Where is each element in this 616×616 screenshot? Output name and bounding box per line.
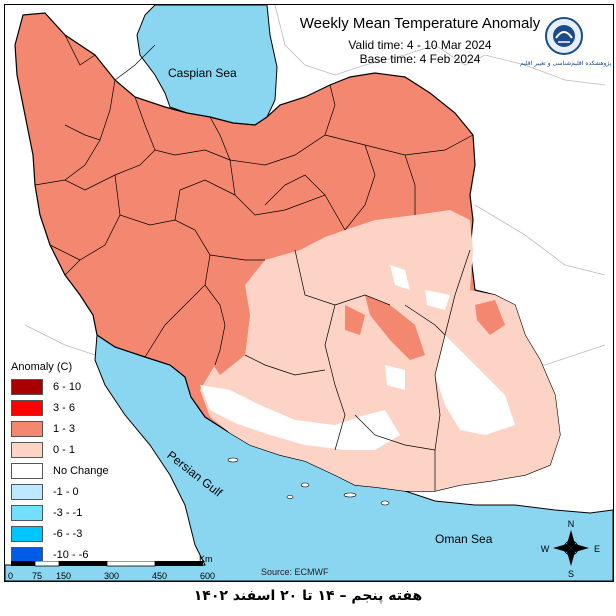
gulf-islands xyxy=(227,457,390,506)
legend: Anomaly (C) 6 - 10 3 - 6 1 - 3 0 - 1 No Chan… xyxy=(11,361,111,565)
legend-label: -10 - -6 xyxy=(53,548,89,561)
compass-e: E xyxy=(594,544,600,554)
iran-anomaly-map: N S E W xyxy=(5,5,613,581)
legend-item: 0 - 1 xyxy=(11,439,111,460)
legend-label: -1 - 0 xyxy=(53,485,79,498)
scale-tick-label: 600 xyxy=(200,571,216,581)
scale-tick-label: 450 xyxy=(152,571,168,581)
legend-item: -6 - -3 xyxy=(11,523,111,544)
oman-sea-label: Oman Sea xyxy=(435,532,493,546)
legend-items: 6 - 10 3 - 6 1 - 3 0 - 1 No Change -1 - 0 -3 -… xyxy=(11,376,111,565)
scale-bar xyxy=(11,561,203,567)
scale-tick-label: 75 xyxy=(32,571,43,581)
compass-s: S xyxy=(568,569,574,579)
valid-time: Valid time: 4 - 10 Mar 2024 xyxy=(348,38,492,52)
legend-swatch xyxy=(11,441,43,458)
legend-swatch xyxy=(11,399,43,416)
legend-swatch xyxy=(11,462,43,479)
no-change-zones xyxy=(200,265,515,450)
legend-swatch xyxy=(11,504,43,521)
legend-item: -3 - -1 xyxy=(11,502,111,523)
scale-tick-label: 0 xyxy=(8,571,14,581)
map-title: Weekly Mean Temperature Anomaly xyxy=(299,15,541,32)
legend-swatch xyxy=(11,420,43,437)
climate-institute-logo: پژوهشکده اقلیم‌شناسی و تغییر اقلیم xyxy=(520,14,612,74)
scale-tick-label: 300 xyxy=(104,571,120,581)
legend-title: Anomaly (C) xyxy=(11,361,73,373)
legend-item: 1 - 3 xyxy=(11,418,111,439)
legend-swatch xyxy=(11,378,43,395)
scale-tick-label: 150 xyxy=(56,571,72,581)
legend-label: 3 - 6 xyxy=(53,401,76,414)
logo-org-text: پژوهشکده اقلیم‌شناسی و تغییر اقلیم xyxy=(520,60,612,67)
legend-label: No Change xyxy=(53,464,109,477)
legend-label: 0 - 1 xyxy=(53,443,76,456)
anomaly-1-3-patches xyxy=(210,295,505,375)
compass-w: W xyxy=(541,544,550,554)
legend-label: -3 - -1 xyxy=(53,506,83,519)
legend-label: 1 - 3 xyxy=(53,422,76,435)
legend-item: 6 - 10 xyxy=(11,376,111,397)
legend-item: 3 - 6 xyxy=(11,397,111,418)
compass-n: N xyxy=(568,519,575,529)
source-credit: Source: ECMWF xyxy=(261,567,329,577)
compass-rose-icon: N S E W xyxy=(541,519,600,579)
legend-swatch xyxy=(11,483,43,500)
footer-persian-caption: هفته پنجم – ۱۴ تا ۲۰ اسفند ۱۴۰۲ xyxy=(193,588,423,604)
legend-label: -6 - -3 xyxy=(53,527,83,540)
caspian-sea-label: Caspian Sea xyxy=(168,66,237,80)
legend-item: -1 - 0 xyxy=(11,481,111,502)
province-borders xyxy=(34,34,474,491)
legend-swatch xyxy=(11,525,43,542)
scale-unit: Km xyxy=(199,554,213,564)
legend-label: 6 - 10 xyxy=(53,380,82,393)
base-time: Base time: 4 Feb 2024 xyxy=(359,52,481,66)
map-frame: N S E W Weekly Mean Temperature Anomaly … xyxy=(4,4,614,582)
legend-item: No Change xyxy=(11,460,111,481)
